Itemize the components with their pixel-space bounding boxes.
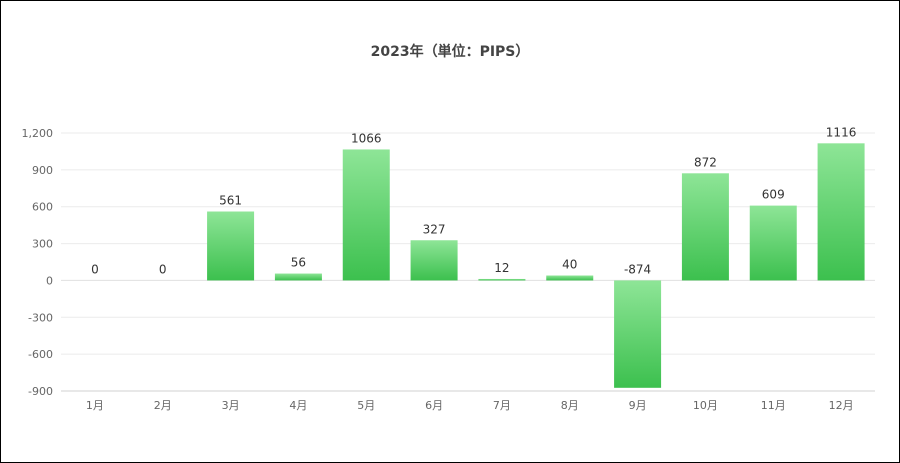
y-tick-label: 0 (46, 274, 53, 287)
x-tick-label: 11月 (761, 399, 786, 412)
data-label: 0 (91, 262, 99, 276)
y-tick-label: 300 (32, 238, 53, 251)
x-tick-label: 7月 (493, 399, 511, 412)
x-tick-label: 12月 (829, 399, 854, 412)
bar[interactable] (410, 240, 458, 281)
x-tick-label: 1月 (86, 399, 104, 412)
data-label: 40 (562, 258, 577, 272)
y-tick-label: -300 (28, 311, 53, 324)
y-tick-label: 600 (32, 201, 53, 214)
bar[interactable] (274, 273, 322, 281)
bar[interactable] (817, 143, 865, 281)
x-tick-label: 5月 (357, 399, 375, 412)
x-tick-label: 9月 (629, 399, 647, 412)
x-tick-label: 8月 (561, 399, 579, 412)
bar[interactable] (749, 205, 797, 281)
bar[interactable] (207, 211, 255, 281)
x-tick-label: 6月 (425, 399, 443, 412)
bar[interactable] (478, 278, 526, 281)
bar[interactable] (614, 280, 662, 388)
data-label: 1066 (351, 131, 382, 145)
x-tick-label: 2月 (154, 399, 172, 412)
data-label: 0 (159, 262, 167, 276)
data-label: 12 (494, 261, 509, 275)
data-label: 56 (291, 256, 306, 270)
bar[interactable] (546, 275, 594, 281)
x-tick-label: 10月 (693, 399, 718, 412)
y-tick-label: -900 (28, 385, 53, 398)
y-tick-label: 1,200 (22, 127, 54, 140)
x-tick-label: 3月 (222, 399, 240, 412)
bar[interactable] (681, 173, 729, 281)
data-label: -874 (624, 262, 651, 276)
x-tick-label: 4月 (289, 399, 307, 412)
y-tick-label: -600 (28, 348, 53, 361)
data-label: 561 (219, 194, 242, 208)
data-label: 327 (423, 222, 446, 236)
data-label: 1116 (826, 125, 857, 139)
bar[interactable] (342, 149, 390, 281)
y-tick-label: 900 (32, 164, 53, 177)
chart-title: 2023年（単位：PIPS） (370, 44, 530, 60)
data-label: 609 (762, 188, 785, 202)
data-label: 872 (694, 155, 717, 169)
